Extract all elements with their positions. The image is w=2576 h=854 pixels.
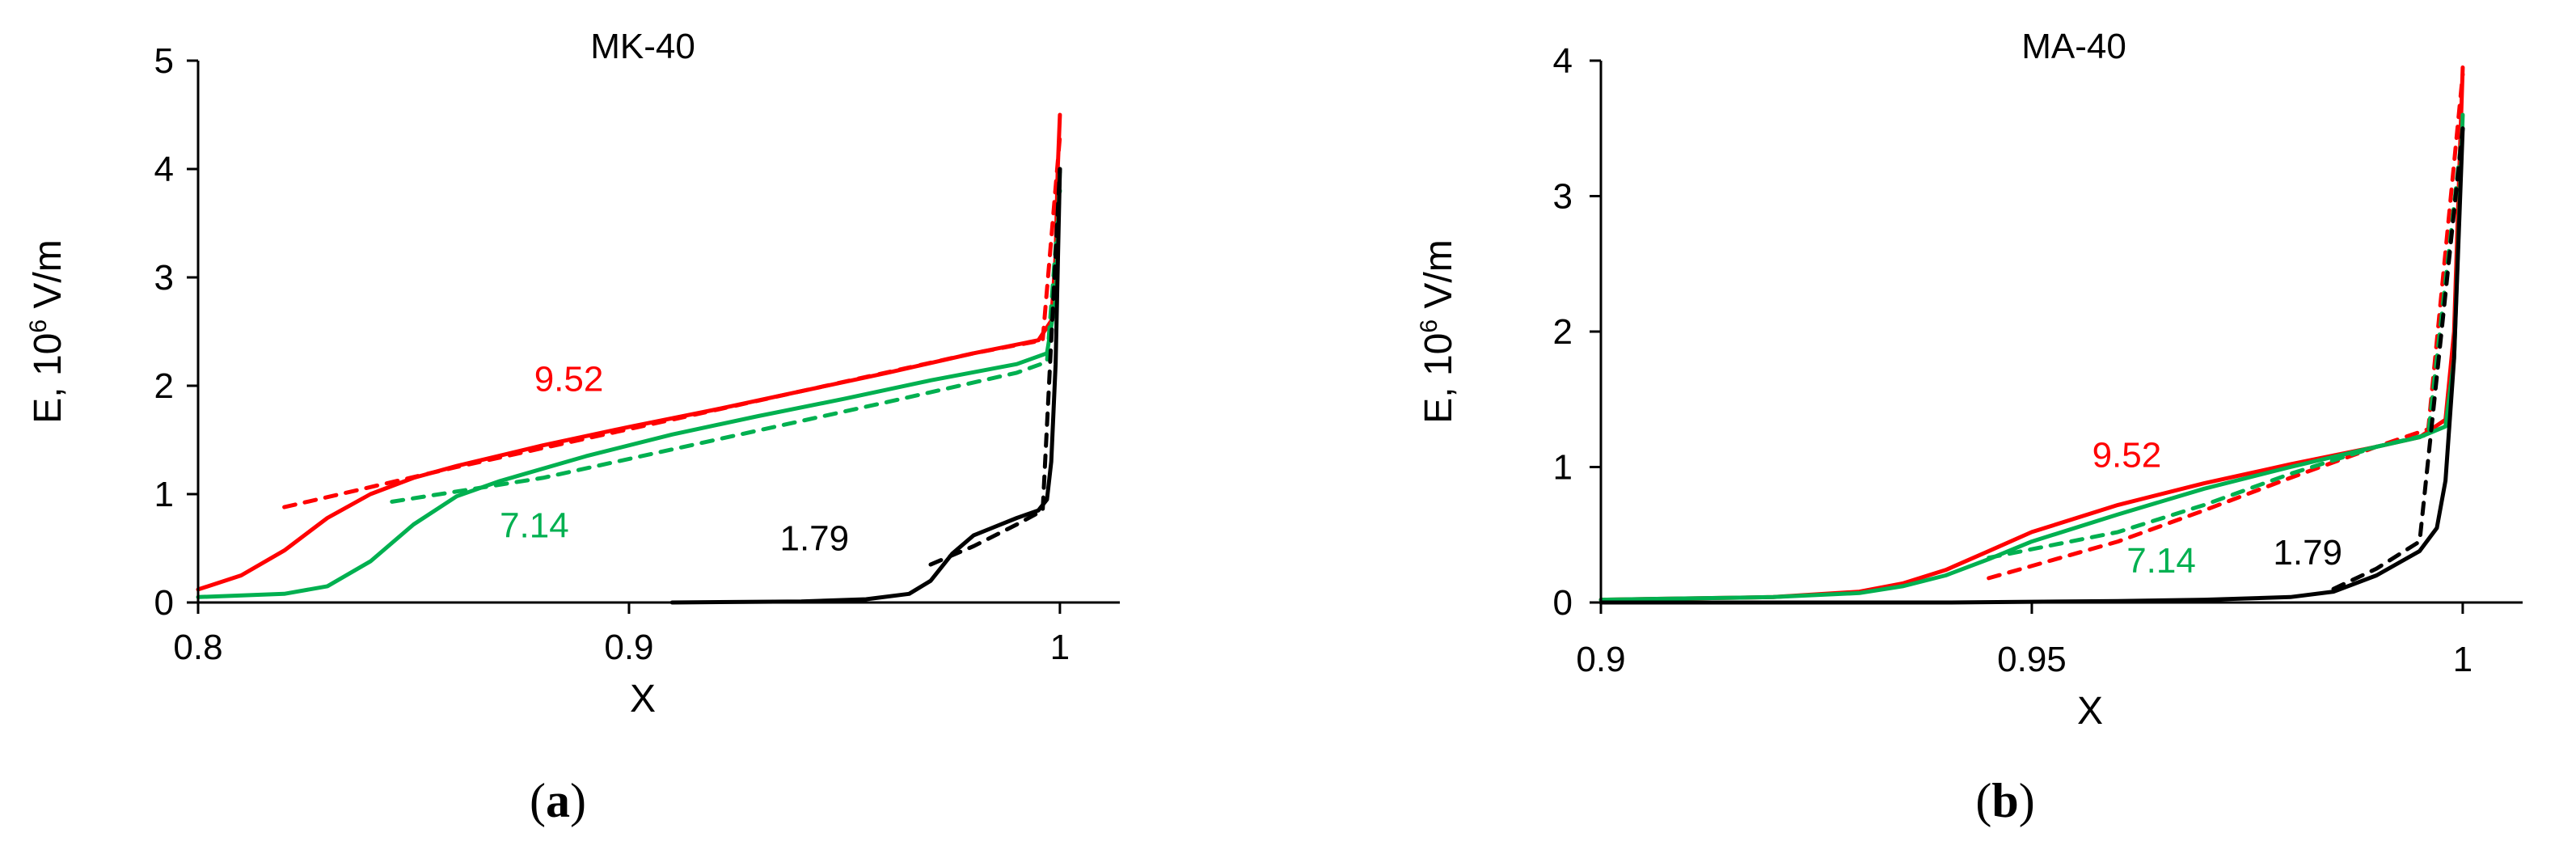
series-line-1-79-dashed xyxy=(2331,126,2465,591)
x-tick-label: 0.9 xyxy=(1576,640,1625,679)
series-annotation: 7.14 xyxy=(500,506,569,546)
x-tick-label: 0.9 xyxy=(604,628,653,667)
y-tick-label: 2 xyxy=(1553,312,1573,352)
plot-area: 9.52 7.14 1.79 xyxy=(1598,65,2465,605)
series-line-9-52-solid xyxy=(196,112,1062,592)
y-axis-label-prefix: E, 10 xyxy=(1417,333,1460,424)
series-annotation: 1.79 xyxy=(779,519,849,559)
y-axis-label: E, 106 V/m xyxy=(25,239,70,423)
caption-letter: b xyxy=(1991,774,2018,827)
y-axis-label-unit: V/m xyxy=(27,239,70,319)
series-annotation: 1.79 xyxy=(2273,533,2342,573)
x-axis-label: X xyxy=(630,678,656,721)
x-tick-label: 0.95 xyxy=(1997,640,2067,679)
y-axis-label-exponent: 6 xyxy=(1416,319,1442,333)
y-tick-label: 2 xyxy=(154,366,174,406)
series-line-1-79-dashed xyxy=(928,167,1062,567)
y-tick-label: 0 xyxy=(154,583,174,623)
series-annotation: 7.14 xyxy=(2126,541,2196,581)
series-line-7-14-solid xyxy=(1598,112,2465,602)
panel-caption: (a) xyxy=(530,774,586,827)
caption-letter: a xyxy=(546,774,570,827)
y-tick-label: 3 xyxy=(1553,177,1573,217)
y-tick-label: 0 xyxy=(1553,583,1573,623)
axes: 0 1 2 3 4 5 0.8 0.9 1 xyxy=(154,41,1120,667)
x-axis-label: X xyxy=(2077,690,2103,733)
y-axis-label-unit: V/m xyxy=(1417,239,1460,319)
series-line-9-52-dashed xyxy=(1987,72,2465,581)
series-line-1-79-solid xyxy=(669,167,1062,605)
panel-caption: (b) xyxy=(1975,774,2034,827)
caption-open: ( xyxy=(1975,774,1991,827)
y-axis-label-exponent: 6 xyxy=(25,319,52,333)
x-tick-label: 0.8 xyxy=(173,628,222,667)
y-tick-label: 4 xyxy=(1553,41,1573,81)
series-line-7-14-solid xyxy=(196,167,1062,599)
series-line-9-52-dashed xyxy=(282,134,1062,509)
caption-close: ) xyxy=(2019,774,2035,827)
y-tick-label: 3 xyxy=(154,258,174,298)
y-tick-label: 1 xyxy=(154,475,174,514)
series-annotation: 9.52 xyxy=(2092,436,2162,476)
series-line-7-14-dashed xyxy=(390,188,1062,504)
y-tick-label: 1 xyxy=(1553,448,1573,488)
chart-title: MA-40 xyxy=(2021,27,2126,66)
chart-panel-ma40: MA-40 9.52 7.14 1.79 0 1 2 3 4 0.9 0.95 1 X E, 10… xyxy=(1416,27,2523,827)
y-tick-label: 4 xyxy=(154,150,174,189)
plot-area: 9.52 7.14 1.79 xyxy=(196,112,1062,605)
caption-close: ) xyxy=(570,774,586,827)
chart-panel-mk40: MK-40 9.52 7.14 1.79 0 1 2 3 4 5 0.8 0.9 1 X E, 10… xyxy=(25,27,1120,827)
chart-title: MK-40 xyxy=(590,27,695,66)
y-tick-label: 5 xyxy=(154,41,174,81)
y-axis-label-prefix: E, 10 xyxy=(27,333,70,424)
series-line-7-14-dashed xyxy=(1987,126,2465,560)
series-line-9-52-solid xyxy=(1598,65,2465,602)
axes: 0 1 2 3 4 0.9 0.95 1 xyxy=(1553,41,2523,679)
caption-open: ( xyxy=(530,774,546,827)
x-tick-label: 1 xyxy=(1050,628,1070,667)
y-axis-label: E, 106 V/m xyxy=(1416,239,1460,423)
series-annotation: 9.52 xyxy=(534,360,604,400)
x-tick-label: 1 xyxy=(2453,640,2473,679)
